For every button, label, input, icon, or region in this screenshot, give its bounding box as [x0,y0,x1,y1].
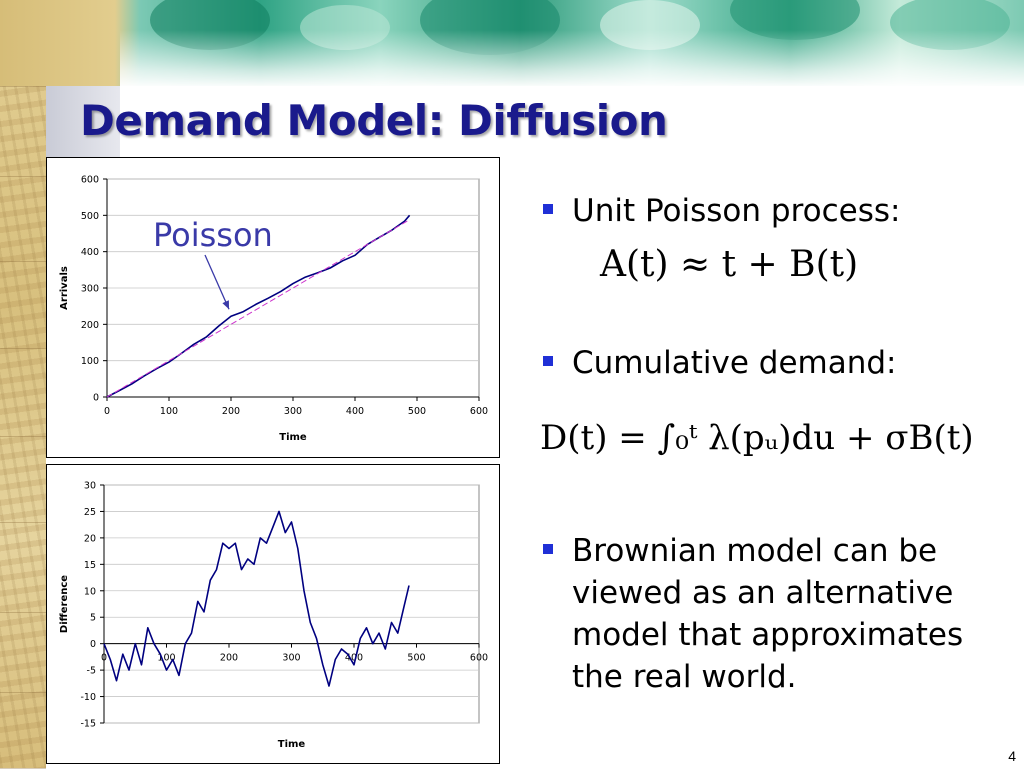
chart-0-y-axis-label: Arrivals [59,266,70,310]
top-decorative-banner [0,0,1024,86]
chart-0-x-tick-label: 500 [408,406,426,417]
chart-1-y-tick-label: 5 [90,613,96,624]
chart-1-x-tick-label: 600 [470,653,488,664]
chart-1-y-tick-label: -10 [80,692,96,703]
arrivals-chart: 0 100 200 300 400 500 600 0 100 200 300 400 500 600 Ti… [46,157,500,458]
chart-0-y-tick-label: 100 [81,356,99,367]
chart-1-y-tick-label: 10 [84,586,96,597]
chart-0-y-tick-label: 500 [81,211,99,222]
difference-chart: -15 -10 -5 0 5 10 15 20 25 30 0 100 200 300 400 500 600 T… [46,464,500,764]
square-bullet-icon [543,544,553,554]
chart-1-x-tick-label: 400 [345,653,363,664]
title-accent-block [46,86,120,166]
chart-0-x-tick-label: 400 [346,406,364,417]
chart-0-y-tick-label: 400 [81,247,99,258]
chart-0-y-tick-label: 200 [81,320,99,331]
chart-1-y-axis-label: Difference [59,575,70,633]
left-texture-strip [0,0,46,769]
bullet-text: Cumulative demand: [572,345,897,381]
chart-0-y-tick-label: 0 [93,393,99,404]
chart-0-x-tick-label: 100 [160,406,178,417]
square-bullet-icon [543,356,553,366]
chart-0-x-axis-label: Time [279,432,307,443]
chart-0-series-line-1 [106,219,410,398]
page-number: 4 [1008,748,1016,764]
chart-0-annotation-arrow [204,254,230,310]
arrivals-chart-svg: 0 100 200 300 400 500 600 0 100 200 300 400 500 600 Ti… [59,175,488,444]
chart-1-x-tick-label: 500 [407,653,425,664]
chart-0-x-tick-label: 300 [284,406,302,417]
chart-0-y-tick-label: 300 [81,284,99,295]
chart-1-x-tick-label: 100 [157,653,175,664]
chart-1-x-tick-label: 300 [282,653,300,664]
bullet-text: Unit Poisson process: [572,193,901,229]
bullet-text: Brownian model can be viewed as an alter… [572,533,964,695]
square-bullet-icon [543,204,553,214]
chart-1-y-tick-label: 15 [84,560,96,571]
chart-1-x-tick-label: 200 [220,653,238,664]
chart-0-series-line-0 [106,214,411,398]
chart-0-x-tick-label: 200 [222,406,240,417]
chart-1-series-line-0 [103,510,410,687]
chart-1-y-tick-label: -5 [87,666,96,677]
chart-0-annotation-label: Poisson [153,216,273,254]
slide-title: Demand Model: Diffusion [80,96,668,145]
chart-1-x-axis-label: Time [278,739,306,750]
chart-1-y-tick-label: 20 [84,533,96,544]
chart-1-y-tick-label: 30 [84,481,96,492]
chart-1-plot-area [103,484,480,724]
chart-0-x-tick-label: 600 [470,406,488,417]
chart-1-y-tick-label: 25 [84,507,96,518]
chart-0-y-tick-label: 600 [81,175,99,186]
chart-1-y-tick-label: 0 [90,639,96,650]
chart-0-x-tick-label: 0 [104,406,110,417]
chart-0-annotation-arrowhead [222,300,229,310]
formula-poisson-approx: A(t) ≈ t + B(t) [600,244,859,285]
formula-cumulative-demand: D(t) = ∫₀ᵗ λ(pᵤ)du + σB(t) [540,418,974,458]
chart-1-y-tick-label: -15 [80,719,96,730]
chart-1-x-tick-label: 0 [101,653,107,664]
